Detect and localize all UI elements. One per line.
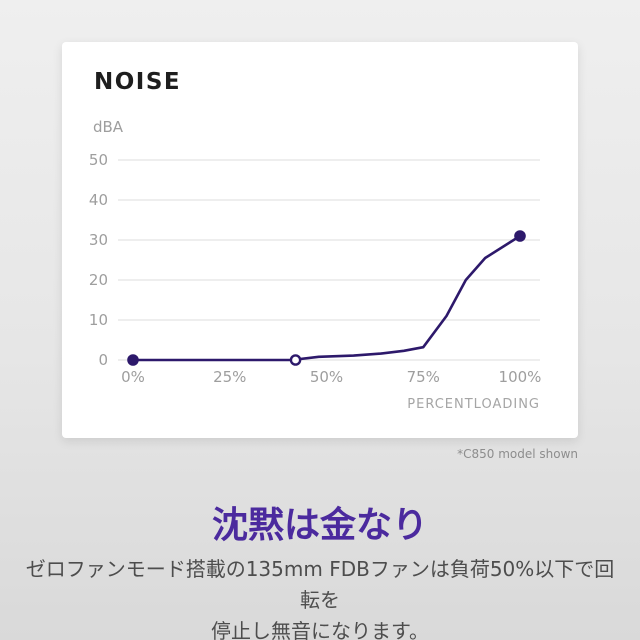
x-axis-label: PERCENTLOADING xyxy=(407,397,540,412)
filled-marker xyxy=(127,354,139,366)
noise-line xyxy=(131,234,522,362)
x-tick-label: 0% xyxy=(121,368,145,386)
y-tick-label: 40 xyxy=(89,191,108,209)
x-tick-label: 100% xyxy=(499,368,542,386)
filled-marker xyxy=(514,230,526,242)
caption-heading: 沈黙は金なり xyxy=(211,505,428,546)
y-tick-label: 30 xyxy=(89,231,108,249)
caption-body-line2: 停止し無音になります。 xyxy=(211,619,429,640)
x-tick-label: 25% xyxy=(213,368,246,386)
model-footnote: *C850 model shown xyxy=(457,447,578,461)
y-tick-label: 20 xyxy=(89,271,108,289)
y-tick-label: 50 xyxy=(89,151,108,169)
y-axis-unit-label: dBA xyxy=(93,118,124,136)
x-tick-label: 75% xyxy=(407,368,440,386)
chart-title: NOISE xyxy=(94,69,182,95)
caption-body: ゼロファンモード搭載の135mm FDBファンは負荷50%以下で回転を停止し無音… xyxy=(20,554,620,640)
x-tick-label: 50% xyxy=(310,368,343,386)
open-marker xyxy=(289,354,302,366)
y-tick-label: 10 xyxy=(89,311,108,329)
caption-body-line1: ゼロファンモード搭載の135mm FDBファンは負荷50%以下で回転を xyxy=(25,557,615,612)
y-tick-label: 0 xyxy=(98,351,108,369)
noise-line-chart: 50 40 30 20 10 0 0% 25% 50% 75% 100% xyxy=(89,151,542,386)
noise-chart-card: NOISE dBA 50 40 30 20 10 0 0% 25% 50% 75% 100% PER… xyxy=(62,42,578,438)
